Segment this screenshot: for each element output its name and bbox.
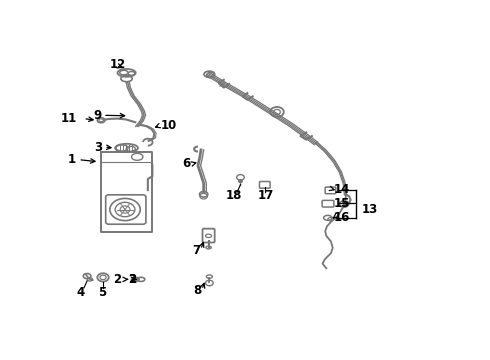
- Text: 2: 2: [128, 273, 136, 286]
- Text: 9: 9: [93, 109, 101, 122]
- Text: 3: 3: [94, 141, 102, 154]
- Text: 18: 18: [226, 189, 242, 202]
- Text: 14: 14: [334, 183, 350, 196]
- Text: 11: 11: [61, 112, 77, 125]
- Text: 16: 16: [334, 211, 350, 224]
- Text: 13: 13: [361, 203, 377, 216]
- Text: 2: 2: [113, 273, 121, 286]
- Text: 12: 12: [109, 58, 125, 71]
- Text: 17: 17: [257, 189, 274, 202]
- Text: 6: 6: [182, 157, 191, 170]
- Text: 2: 2: [128, 273, 136, 286]
- Text: 10: 10: [161, 119, 177, 132]
- Text: 7: 7: [192, 244, 200, 257]
- Text: 15: 15: [334, 197, 350, 210]
- Text: 4: 4: [77, 286, 85, 299]
- Text: 1: 1: [68, 153, 75, 166]
- Text: 5: 5: [98, 286, 106, 299]
- Ellipse shape: [239, 180, 243, 183]
- Text: 8: 8: [193, 284, 201, 297]
